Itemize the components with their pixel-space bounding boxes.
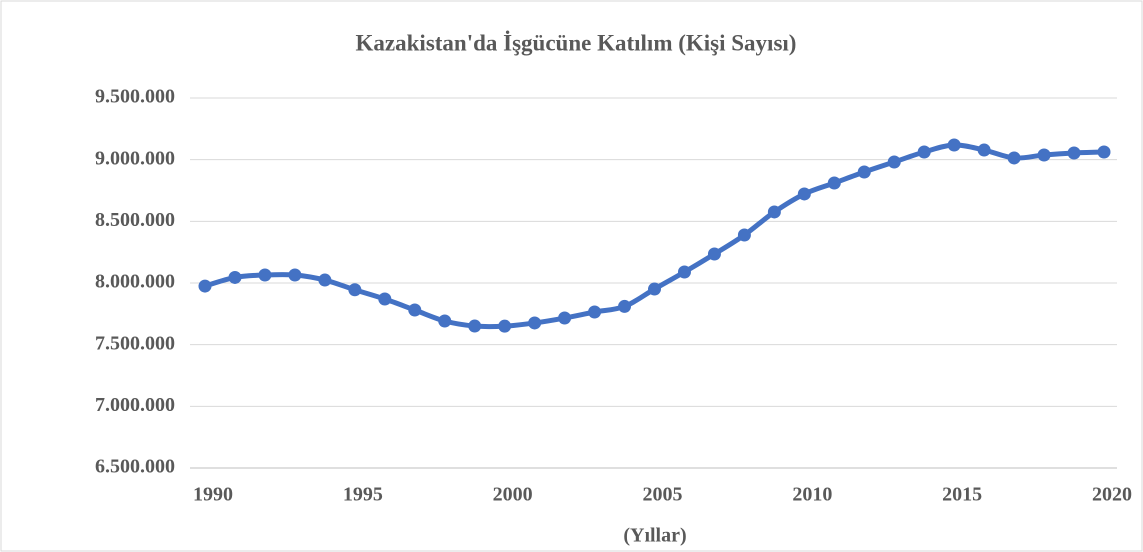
marker [1037, 148, 1051, 162]
marker [348, 283, 362, 297]
x-tick-label: 2005 [643, 484, 683, 506]
y-tick-label: 8.500.000 [95, 209, 175, 231]
marker [648, 282, 661, 296]
marker [947, 138, 961, 152]
y-tick-label: 8.000.000 [95, 271, 175, 293]
marker [498, 319, 512, 333]
marker [1007, 151, 1021, 165]
x-tick-label: 2010 [792, 484, 832, 506]
x-axis-label: (Yıllar) [623, 525, 686, 547]
marker [707, 247, 721, 261]
marker [228, 270, 242, 284]
marker [1067, 146, 1081, 160]
y-tick-label: 7.000.000 [95, 394, 175, 416]
marker [378, 292, 392, 306]
x-tick-label: 2020 [1092, 484, 1132, 506]
marker [468, 319, 482, 333]
marker [438, 314, 452, 328]
marker [827, 176, 841, 190]
marker [288, 268, 302, 282]
y-tick-label: 9.000.000 [95, 147, 175, 169]
marker [767, 205, 781, 219]
marker [977, 143, 991, 157]
marker [198, 279, 212, 293]
marker [857, 165, 871, 179]
y-tick-label: 9.500.000 [95, 86, 175, 108]
marker [737, 228, 751, 242]
marker [318, 273, 332, 287]
chart-title: Kazakistan'da İşgücüne Katılım (Kişi Say… [356, 30, 797, 55]
marker [677, 265, 691, 279]
x-tick-label: 1995 [343, 484, 383, 506]
x-tick-label: 1990 [193, 484, 233, 506]
marker [408, 303, 422, 317]
marker [1097, 145, 1111, 159]
marker [887, 155, 901, 169]
y-tick-label: 6.500.000 [95, 456, 175, 478]
marker [558, 311, 572, 325]
marker [797, 187, 811, 201]
marker [588, 305, 602, 319]
marker [528, 316, 542, 330]
x-tick-label: 2000 [493, 484, 533, 506]
y-tick-label: 7.500.000 [95, 332, 175, 354]
x-tick-label: 2015 [942, 484, 982, 506]
marker [618, 299, 632, 313]
marker [258, 268, 272, 282]
marker [917, 145, 931, 159]
